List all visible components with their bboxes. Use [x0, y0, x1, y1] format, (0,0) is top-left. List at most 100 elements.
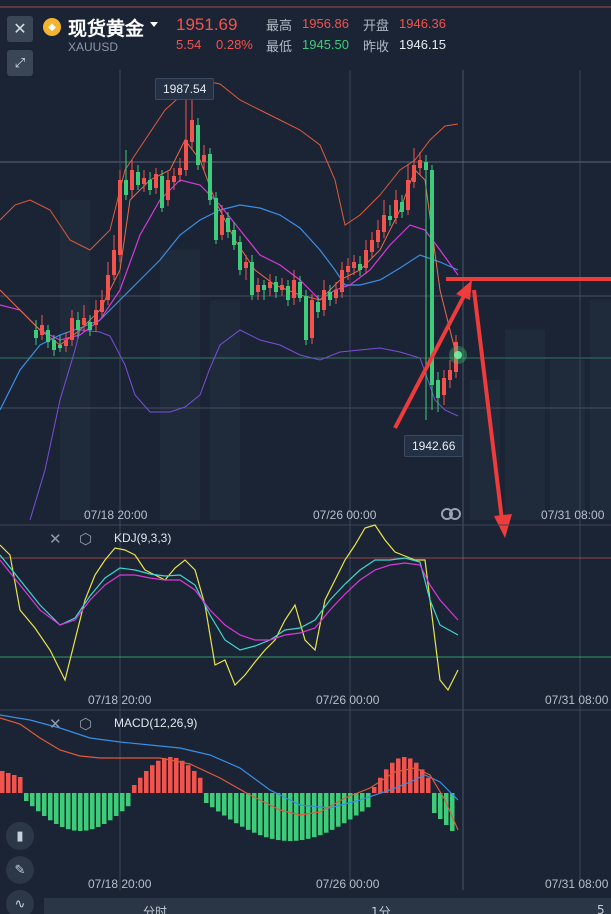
macd-bar [162, 757, 167, 793]
max-price-tag: 1987.54 [155, 78, 215, 100]
candle [94, 310, 98, 325]
macd-bar [228, 793, 233, 820]
main-date-2: 07/26 00:00 [313, 508, 377, 522]
macd-bar [324, 793, 329, 833]
timeframe-bar [44, 898, 611, 914]
line-chart-icon: ∿ [14, 896, 26, 911]
macd-bar [378, 777, 383, 793]
macd-bar [426, 777, 431, 793]
candle [334, 290, 338, 298]
macd-bar [444, 793, 449, 825]
candle [232, 230, 236, 245]
candle [208, 154, 212, 200]
candle [262, 285, 266, 290]
candle [64, 340, 68, 346]
macd-bar [372, 787, 377, 793]
close-kdj-icon[interactable]: ✕ [49, 531, 62, 548]
macd-bar [360, 793, 365, 812]
candle [214, 198, 218, 240]
macd-bar [240, 793, 245, 827]
macd-bar [168, 757, 173, 793]
kdj-j-line [0, 524, 459, 692]
candle [250, 262, 254, 295]
candle [154, 174, 158, 188]
macd-date-1: 07/18 20:00 [88, 877, 152, 891]
tab-1min[interactable]: 1分 [371, 905, 391, 914]
candle [172, 176, 176, 182]
gold-coin-icon: ◆ [43, 18, 61, 36]
macd-bar [300, 793, 305, 841]
macd-date-3: 07/31 08:00 [545, 877, 609, 891]
candle [370, 240, 374, 252]
macd-bar [144, 771, 149, 793]
macd-bar [408, 758, 413, 793]
macd-bar [18, 777, 23, 793]
candle [142, 178, 146, 184]
candle [124, 180, 128, 195]
macd-dif-line [0, 714, 459, 809]
macd-settings-icon[interactable]: ⬡ [79, 716, 93, 733]
candle [274, 282, 278, 292]
macd-bar [42, 793, 47, 816]
low-label: 最低 [266, 40, 293, 55]
macd-bar [312, 793, 317, 838]
macd-bar [120, 793, 125, 812]
draw-tool-button[interactable]: ✎ [6, 856, 34, 884]
macd-bar [54, 793, 59, 824]
candle [292, 280, 296, 298]
ma-magenta-line [0, 179, 459, 341]
candle [358, 264, 362, 270]
candle [382, 215, 386, 232]
macd-bar [432, 793, 437, 813]
tab-5min[interactable]: 5分 [597, 903, 605, 914]
macd-bar [156, 760, 161, 793]
kdj-settings-icon[interactable]: ⬡ [79, 531, 93, 548]
candle [34, 330, 38, 338]
candle [118, 180, 122, 255]
macd-bar [366, 793, 371, 808]
candlestick-tool-button[interactable]: ▮ [6, 822, 34, 850]
candle [226, 218, 230, 232]
macd-bar [132, 785, 137, 793]
candle [406, 180, 410, 210]
macd-bar [234, 793, 239, 824]
macd-bar [0, 771, 5, 793]
macd-bar [150, 765, 155, 793]
candle [448, 370, 452, 380]
candle [280, 285, 284, 290]
candle [298, 282, 302, 298]
macd-bar [306, 793, 311, 839]
candle [244, 262, 248, 268]
candle [76, 320, 80, 330]
candle [412, 165, 416, 182]
close-button[interactable]: ✕ [7, 16, 33, 42]
price-change: 5.54 [176, 37, 202, 52]
candle [106, 275, 110, 300]
close-icon: ✕ [13, 21, 27, 38]
macd-bar [420, 769, 425, 793]
macd-bar [66, 793, 71, 830]
macd-bar [30, 793, 35, 807]
pencil-icon: ✎ [14, 862, 26, 877]
candle [442, 378, 446, 395]
candle [70, 318, 74, 340]
line-tool-button[interactable]: ∿ [6, 890, 34, 914]
expand-button[interactable]: ⤢ [7, 50, 33, 76]
macd-bar [84, 793, 89, 831]
macd-bar [210, 793, 215, 808]
tab-timeshare[interactable]: 分时 [143, 905, 168, 914]
instrument-title[interactable]: 现货黄金 [68, 18, 145, 40]
candle [220, 215, 224, 235]
macd-bar [204, 793, 209, 803]
macd-bar [198, 777, 203, 793]
macd-bar [450, 793, 455, 831]
price-change-percent: 0.28% [216, 37, 253, 52]
candle [160, 176, 164, 208]
current-price: 1951.69 [176, 15, 238, 34]
macd-bar [276, 793, 281, 841]
close-macd-icon[interactable]: ✕ [49, 716, 62, 733]
candle [190, 120, 194, 142]
chevron-down-icon[interactable] [150, 22, 158, 27]
